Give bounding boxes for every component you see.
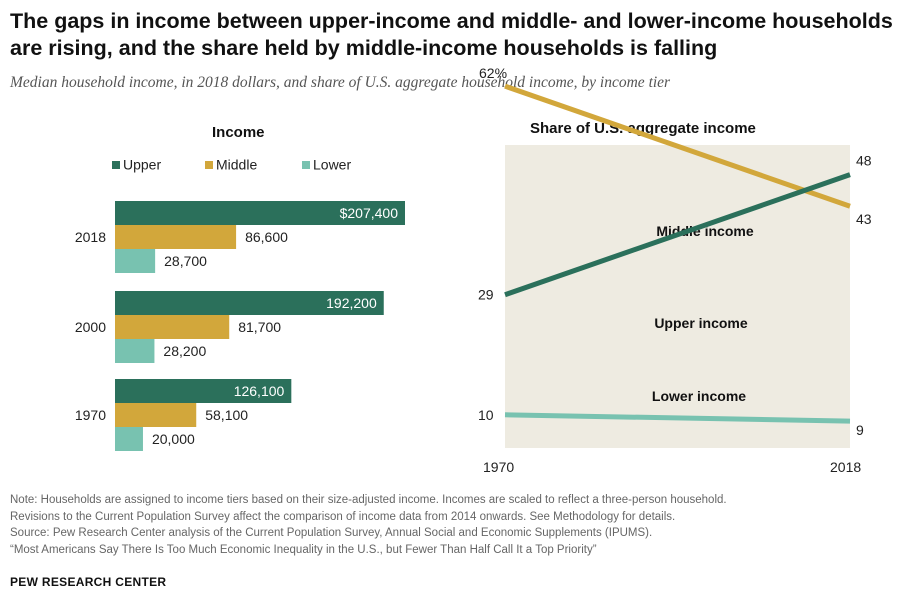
category-label-2000: 2000 (75, 319, 106, 335)
end-label-middle: 43 (856, 211, 872, 227)
data-label-middle-2000: 81,700 (238, 319, 281, 335)
legend-swatch-upper (112, 161, 120, 169)
legend-swatch-lower (302, 161, 310, 169)
bar-upper-2018 (115, 201, 405, 225)
line-lower-income (504, 412, 851, 424)
footer-note-line-2: Revisions to the Current Population Surv… (10, 510, 676, 523)
bar-middle-2018 (115, 225, 237, 249)
data-label-upper-1970: 126,100 (234, 383, 285, 399)
data-label-middle-1970: 58,100 (205, 407, 248, 423)
start-label-lower: 10 (478, 407, 494, 423)
income-bar-chart: Upper Middle Lower 2018 $207,400 86,600 28,700… (75, 157, 405, 451)
bar-middle-2000 (115, 315, 230, 339)
start-label-upper: 29 (478, 287, 494, 303)
data-label-lower-1970: 20,000 (152, 431, 195, 447)
x-tick-2018: 2018 (830, 459, 861, 475)
bar-upper-1970 (115, 379, 292, 403)
chart-title: The gaps in income between upper-income … (10, 9, 893, 60)
category-label-1970: 1970 (75, 407, 106, 423)
legend-label-upper: Upper (123, 157, 161, 173)
category-label-2018: 2018 (75, 229, 106, 245)
brand-logo-text: PEW RESEARCH CENTER (10, 575, 167, 589)
footer-report-title: “Most Americans Say There Is Too Much Ec… (10, 543, 597, 556)
bar-lower-2000 (115, 339, 155, 363)
data-label-upper-2018: $207,400 (340, 205, 399, 221)
footer-note-line-1: Note: Households are assigned to income … (10, 494, 727, 506)
legend-label-lower: Lower (313, 157, 351, 173)
line-upper-income (504, 172, 851, 298)
bar-lower-1970 (115, 427, 143, 451)
end-label-upper: 48 (856, 153, 872, 169)
data-label-upper-2000: 192,200 (326, 295, 377, 311)
footer-source: Source: Pew Research Center analysis of … (10, 527, 653, 539)
x-tick-1970: 1970 (483, 459, 514, 475)
footer-notes: Note: Households are assigned to income … (10, 492, 900, 558)
series-label-upper-income: Upper income (654, 315, 748, 331)
series-label-lower-income: Lower income (652, 388, 746, 404)
bar-upper-2000 (115, 291, 384, 315)
data-label-lower-2000: 28,200 (163, 343, 206, 359)
legend-swatch-middle (205, 161, 213, 169)
share-panel-title: Share of U.S. aggregate income (530, 120, 756, 137)
line-middle-income (504, 83, 851, 209)
start-label-middle: 62% (479, 65, 507, 81)
data-label-middle-2018: 86,600 (245, 229, 288, 245)
bar-middle-1970 (115, 403, 197, 427)
data-label-lower-2018: 28,700 (164, 253, 207, 269)
end-label-lower: 9 (856, 422, 864, 438)
legend-label-middle: Middle (216, 157, 257, 173)
income-panel-title: Income (212, 124, 265, 141)
bar-lower-2018 (115, 249, 156, 273)
